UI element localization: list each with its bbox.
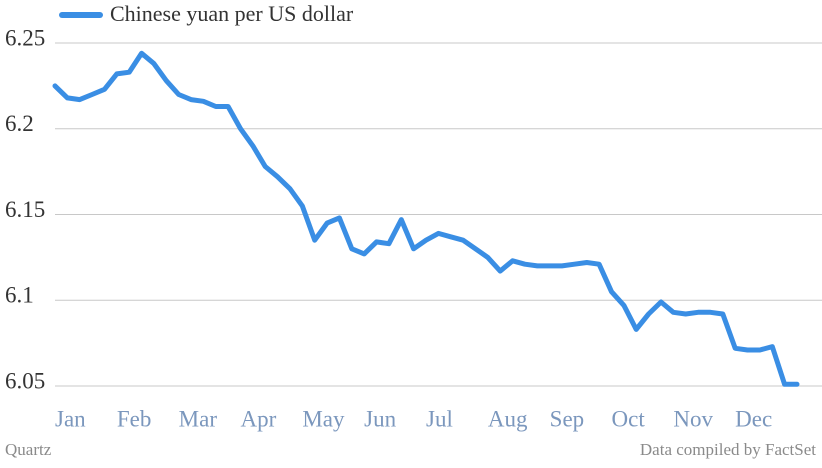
y-tick-label: 6.2	[5, 111, 34, 136]
x-tick-label: Jun	[364, 406, 396, 431]
x-tick-label: May	[302, 406, 345, 431]
y-tick-label: 6.05	[5, 368, 45, 393]
y-tick-label: 6.25	[5, 25, 45, 50]
x-tick-label: Jul	[426, 406, 453, 431]
y-tick-label: 6.1	[5, 283, 34, 308]
y-tick-label: 6.15	[5, 197, 45, 222]
x-tick-label: Aug	[488, 406, 528, 431]
x-tick-label: Feb	[117, 406, 152, 431]
x-tick-label: Jan	[55, 406, 86, 431]
x-tick-label: Oct	[612, 406, 646, 431]
x-tick-label: Sep	[550, 406, 585, 431]
line	[52, 50, 800, 387]
x-tick-label: Dec	[735, 406, 772, 431]
source-right: Data compiled by FactSet	[640, 440, 816, 459]
legend-label: Chinese yuan per US dollar	[110, 1, 354, 26]
x-tick-label: Apr	[241, 406, 277, 431]
source-left: Quartz	[5, 440, 52, 459]
x-tick-label: Nov	[673, 406, 713, 431]
x-tick-label: Mar	[179, 406, 218, 431]
